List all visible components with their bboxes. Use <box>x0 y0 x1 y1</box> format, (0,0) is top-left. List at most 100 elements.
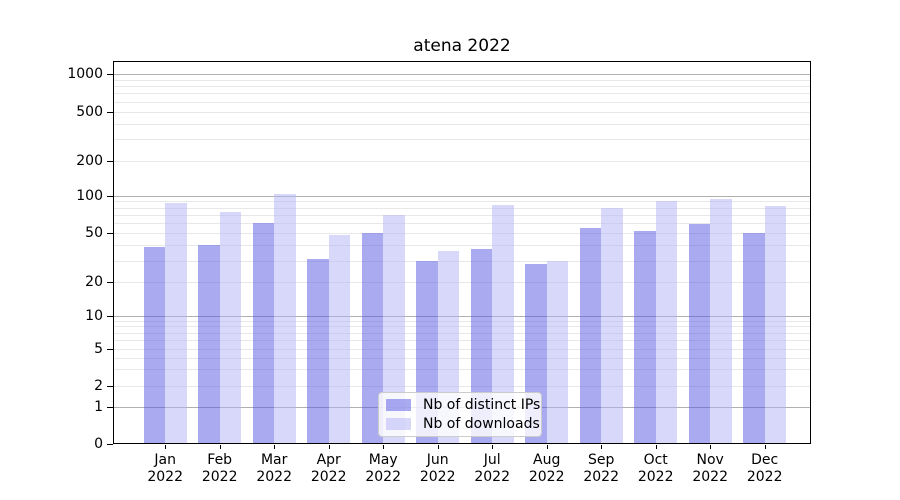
x-tick-mark <box>655 445 657 449</box>
minor-gridline <box>114 139 810 141</box>
x-tick-mark <box>328 445 330 449</box>
bar-distinct-ips-apr <box>307 258 329 443</box>
minor-gridline <box>114 385 810 387</box>
y-tick-mark <box>107 74 113 75</box>
minor-gridline <box>114 245 810 247</box>
bar-downloads-jan <box>165 203 187 443</box>
y-tick-label: 100 <box>76 187 103 204</box>
x-tick-label: Aug 2022 <box>511 452 583 486</box>
x-tick-label: Apr 2022 <box>293 452 365 486</box>
y-tick-mark <box>107 315 113 317</box>
minor-gridline <box>114 282 810 284</box>
minor-gridline <box>114 207 810 209</box>
minor-gridline <box>114 348 810 350</box>
minor-gridline <box>114 357 810 359</box>
minor-gridline <box>114 201 810 203</box>
minor-gridline <box>114 101 810 103</box>
y-tick-mark <box>107 407 113 409</box>
x-tick-month: Nov <box>696 452 724 468</box>
x-tick-label: Oct 2022 <box>620 452 692 486</box>
x-tick-label: Nov 2022 <box>674 452 746 486</box>
x-tick-month: Sep <box>587 452 615 468</box>
minor-gridline <box>114 260 810 262</box>
x-tick-month: Aug <box>533 452 561 468</box>
x-tick-label: Jul 2022 <box>456 452 528 486</box>
minor-gridline <box>114 123 810 125</box>
x-tick-month: Oct <box>643 452 668 468</box>
x-tick-mark <box>165 445 167 449</box>
bar-downloads-mar <box>274 194 296 443</box>
x-tick-mark <box>383 445 385 449</box>
legend: Nb of distinct IPs Nb of downloads <box>378 392 542 437</box>
legend-label-downloads: Nb of downloads <box>423 415 540 432</box>
major-gridline <box>114 74 810 75</box>
minor-gridline <box>114 320 810 322</box>
y-tick-mark <box>107 111 113 113</box>
bar-distinct-ips-mar <box>252 222 275 443</box>
x-tick-month: Jun <box>426 452 449 468</box>
x-tick-year: 2022 <box>310 469 347 485</box>
legend-item-downloads: Nb of downloads <box>386 416 540 432</box>
x-tick-year: 2022 <box>201 469 238 485</box>
x-tick-label: Mar 2022 <box>238 452 310 486</box>
chart-title: atena 2022 <box>413 36 511 56</box>
y-tick-mark <box>107 195 113 197</box>
minor-gridline <box>114 161 810 162</box>
x-tick-label: Feb 2022 <box>184 452 256 486</box>
bar-distinct-ips-feb <box>198 245 220 443</box>
minor-gridline <box>114 111 810 113</box>
y-tick-mark <box>107 348 113 350</box>
bar-distinct-ips-oct <box>634 231 656 443</box>
minor-gridline <box>114 332 810 334</box>
y-tick-label: 200 <box>76 153 103 169</box>
minor-gridline <box>114 369 810 371</box>
bar-distinct-ips-dec <box>743 233 765 443</box>
x-tick-year: 2022 <box>528 469 565 485</box>
bar-distinct-ips-sep <box>579 228 602 443</box>
y-tick-label: 0 <box>94 436 103 452</box>
x-tick-month: Feb <box>207 452 233 468</box>
x-tick-year: 2022 <box>692 469 728 485</box>
x-tick-year: 2022 <box>583 469 619 485</box>
x-tick-month: Dec <box>751 452 779 468</box>
legend-swatch-distinct-ips <box>386 399 411 412</box>
bar-downloads-dec <box>764 206 787 443</box>
bar-downloads-sep <box>601 208 623 443</box>
x-tick-mark <box>492 445 494 449</box>
x-tick-month: Apr <box>316 452 341 468</box>
bar-distinct-ips-jan <box>143 246 166 443</box>
x-tick-mark <box>219 445 221 449</box>
y-tick-mark <box>107 233 113 235</box>
x-tick-year: 2022 <box>365 469 401 485</box>
x-tick-year: 2022 <box>474 469 510 485</box>
legend-item-distinct-ips: Nb of distinct IPs <box>386 397 540 413</box>
x-tick-label: Dec 2022 <box>729 452 801 486</box>
bar-downloads-nov <box>710 199 732 443</box>
x-tick-month: Jan <box>154 452 176 468</box>
x-tick-year: 2022 <box>637 469 674 485</box>
minor-gridline <box>114 326 810 328</box>
bar-downloads-jul <box>492 204 514 443</box>
minor-gridline <box>114 93 810 95</box>
minor-gridline <box>114 215 810 217</box>
x-tick-mark <box>437 445 439 449</box>
y-tick-mark <box>107 161 113 162</box>
bar-distinct-ips-nov <box>688 224 711 443</box>
x-tick-label: Sep 2022 <box>565 452 637 486</box>
x-tick-mark <box>601 445 603 449</box>
y-tick-mark <box>107 282 113 284</box>
major-gridline <box>114 315 810 317</box>
x-tick-year: 2022 <box>419 469 456 485</box>
bar-downloads-apr <box>328 235 351 443</box>
minor-gridline <box>114 79 810 81</box>
x-tick-month: Mar <box>260 452 288 468</box>
x-tick-year: 2022 <box>256 469 292 485</box>
y-tick-label: 10 <box>85 307 103 324</box>
x-tick-label: Jan 2022 <box>129 452 201 486</box>
minor-gridline <box>114 340 810 342</box>
y-tick-label: 20 <box>85 274 103 291</box>
x-tick-year: 2022 <box>147 469 183 485</box>
bar-distinct-ips-may <box>361 233 384 443</box>
y-tick-mark <box>107 385 113 387</box>
